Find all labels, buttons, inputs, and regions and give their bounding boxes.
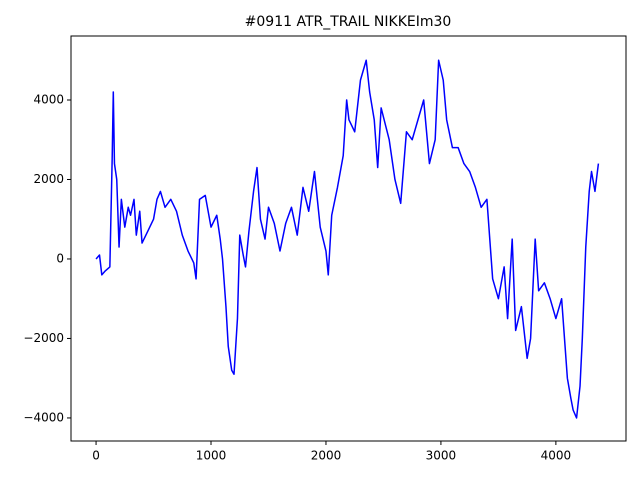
x-tick-label: 3000: [426, 449, 457, 463]
x-tick-label: 0: [92, 449, 100, 463]
x-tick-label: 1000: [196, 449, 227, 463]
chart-title: #0911 ATR_TRAIL NIKKEIm30: [245, 14, 452, 30]
y-tick-label: 2000: [33, 172, 64, 186]
y-tick-label: 0: [56, 251, 64, 265]
y-tick-label: −2000: [23, 331, 64, 345]
plot-frame: [70, 35, 627, 442]
y-tick-label: −4000: [23, 410, 64, 424]
y-tick-label: 4000: [33, 92, 64, 106]
x-tick-label: 2000: [311, 449, 342, 463]
data-line: [95, 59, 600, 419]
x-tick-label: 4000: [541, 449, 572, 463]
